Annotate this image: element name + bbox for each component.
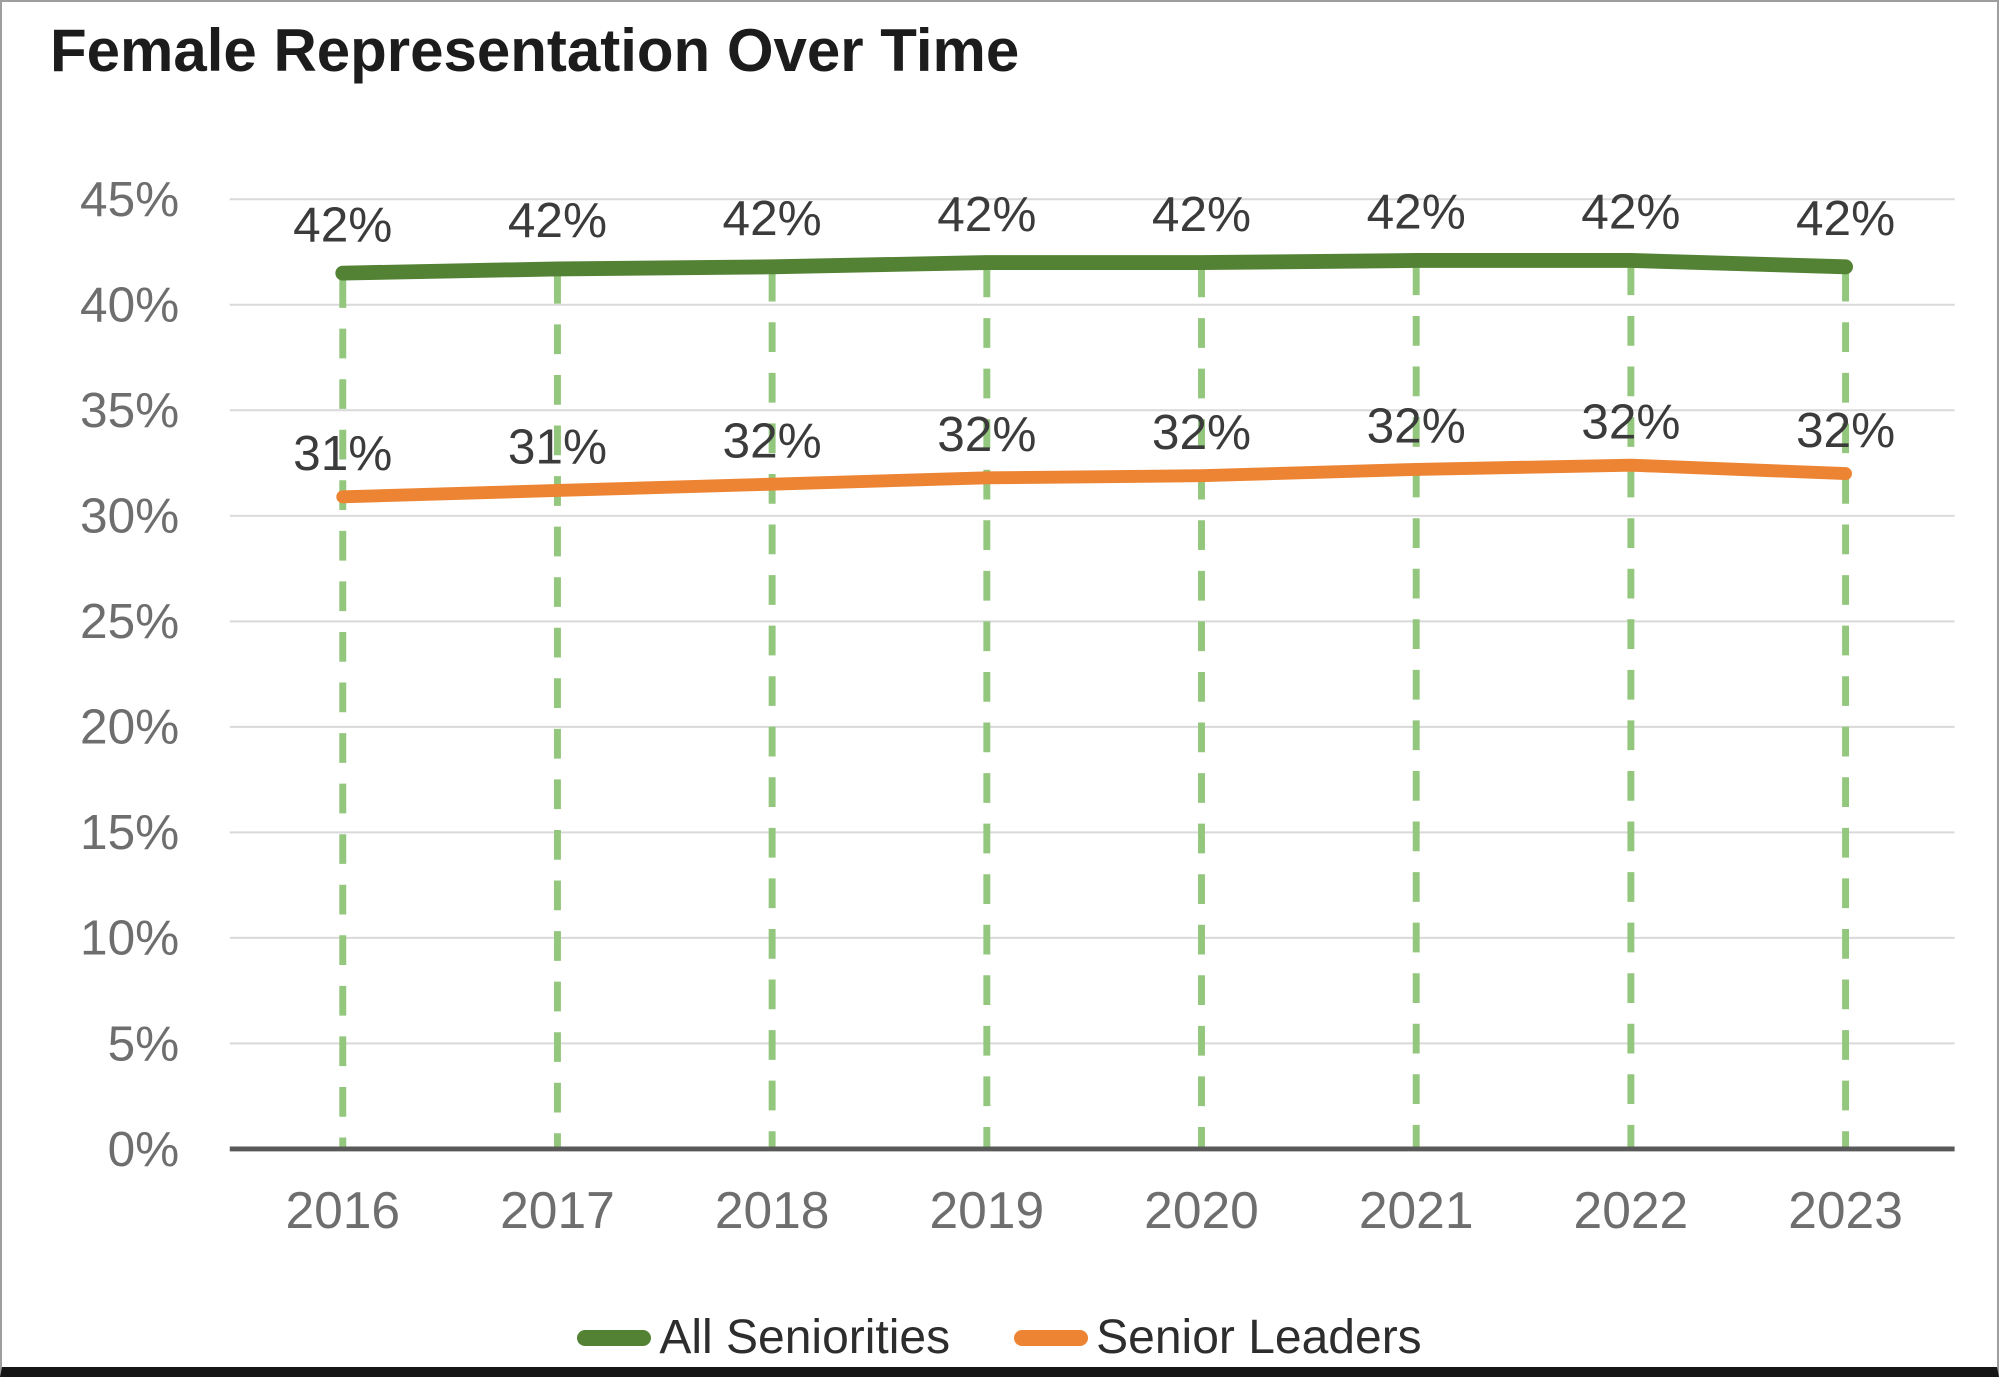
y-tick-label: 40% [80, 277, 179, 333]
data-label: 32% [1152, 404, 1251, 460]
y-tick-label: 30% [80, 488, 179, 544]
data-label: 31% [293, 425, 392, 481]
y-tick-label: 0% [108, 1121, 180, 1177]
x-tick-label: 2023 [1788, 1181, 1903, 1239]
y-tick-label: 20% [80, 699, 179, 755]
y-tick-label: 15% [80, 804, 179, 860]
chart-legend: All Seniorities Senior Leaders [2, 1310, 1997, 1365]
data-label: 32% [1581, 393, 1680, 449]
legend-label-senior-leaders: Senior Leaders [1096, 1311, 1422, 1364]
y-tick-label: 45% [80, 171, 179, 227]
chart-title: Female Representation Over Time [50, 17, 1020, 84]
x-tick-label: 2022 [1574, 1181, 1689, 1239]
x-tick-label: 2016 [285, 1181, 400, 1239]
x-tick-label: 2021 [1359, 1181, 1474, 1239]
all-seniorities-swatch-icon [577, 1329, 652, 1346]
data-label: 32% [1367, 398, 1466, 454]
y-tick-label: 35% [80, 382, 179, 438]
data-label: 42% [293, 196, 392, 252]
y-tick-label: 10% [80, 910, 179, 966]
data-label: 31% [508, 419, 607, 475]
y-tick-label: 25% [80, 593, 179, 649]
x-tick-label: 2020 [1144, 1181, 1259, 1239]
data-label: 42% [1796, 190, 1895, 246]
data-label: 32% [1796, 402, 1895, 458]
data-label: 42% [937, 186, 1036, 242]
data-label: 42% [1367, 184, 1466, 240]
data-label: 32% [723, 412, 822, 468]
data-label: 42% [1581, 184, 1680, 240]
y-tick-label: 5% [108, 1015, 180, 1071]
legend-item-senior-leaders: Senior Leaders [1014, 1310, 1422, 1365]
senior-leaders-swatch-icon [1014, 1329, 1089, 1346]
legend-item-all-seniorities: All Seniorities [577, 1310, 950, 1365]
series-line-all-seniorities [335, 253, 1853, 281]
x-tick-label: 2018 [715, 1181, 830, 1239]
x-tick-label: 2017 [500, 1181, 615, 1239]
x-tick-label: 2019 [930, 1181, 1045, 1239]
legend-label-all-seniorities: All Seniorities [659, 1311, 951, 1364]
data-label: 42% [1152, 186, 1251, 242]
data-label: 32% [937, 406, 1036, 462]
series-line-senior-leaders [336, 458, 1853, 504]
data-label: 42% [723, 190, 822, 246]
data-label: 42% [508, 192, 607, 248]
